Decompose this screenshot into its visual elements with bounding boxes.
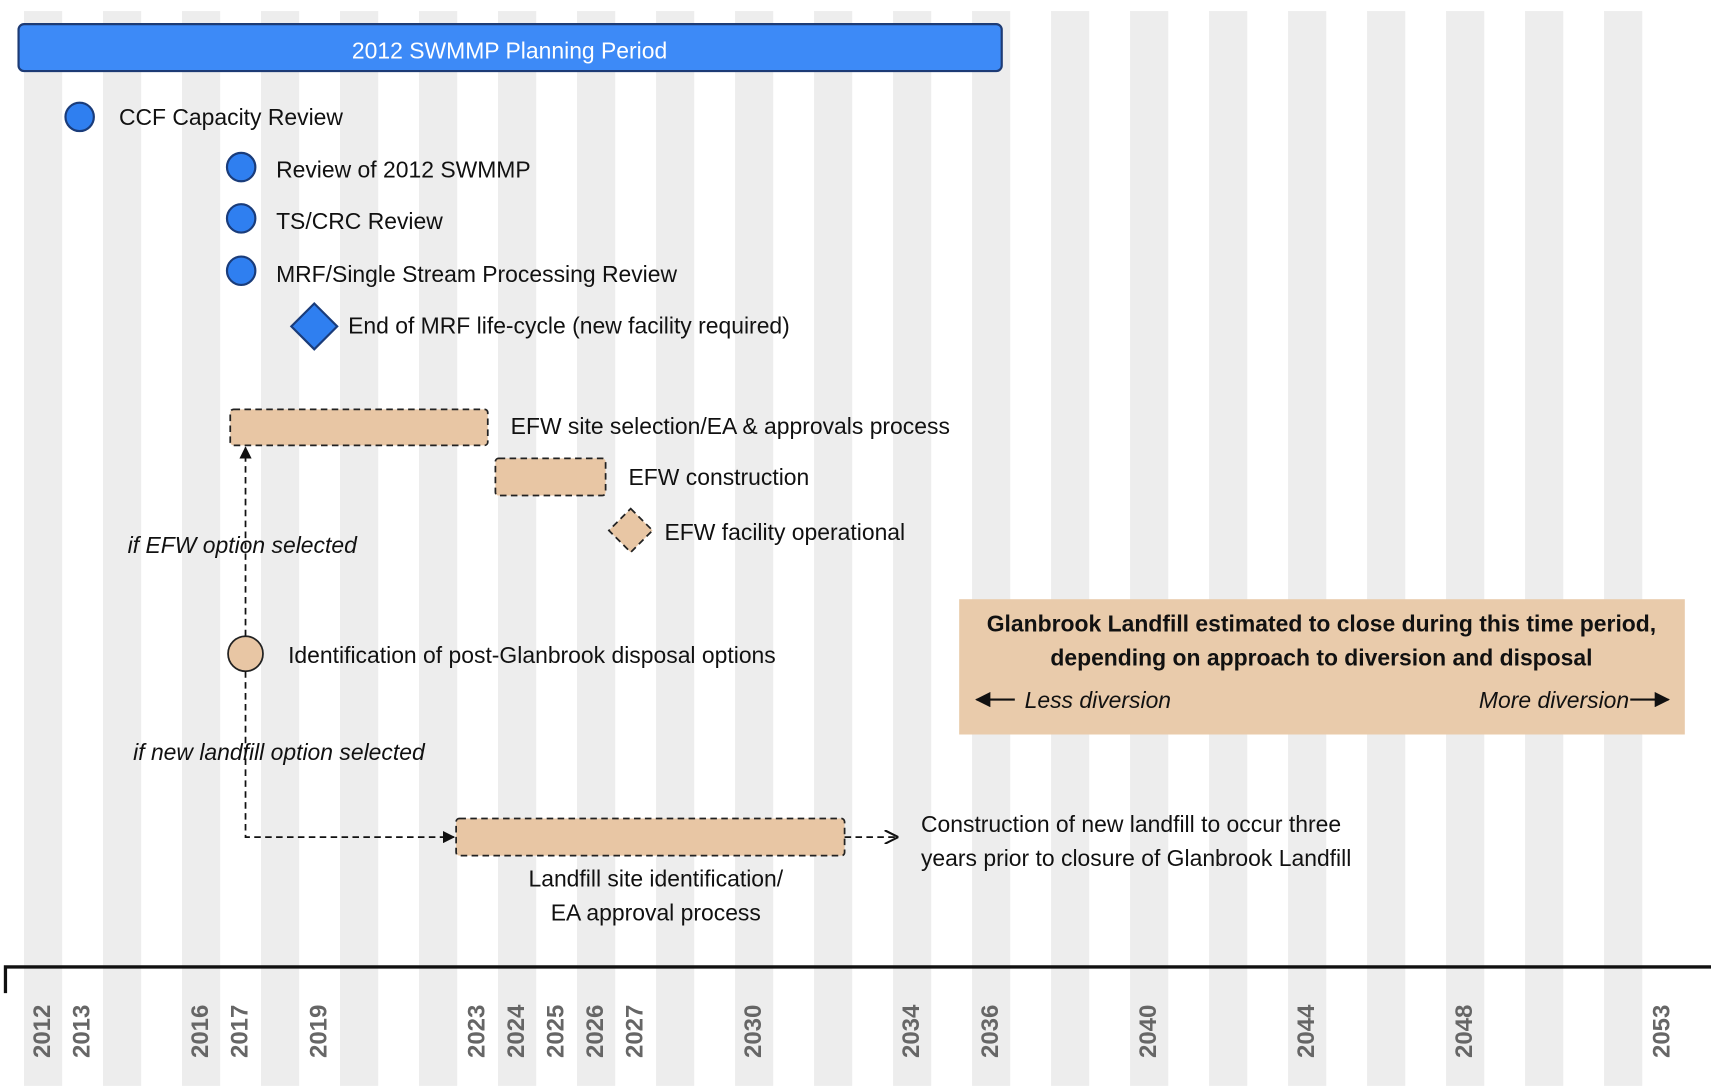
more-label: More diversion <box>1479 687 1629 713</box>
landfill-bar <box>455 817 846 857</box>
note-line: Construction of new landfill to occur th… <box>921 811 1341 837</box>
year-label: 2027 <box>622 1005 649 1058</box>
year-label: 2044 <box>1293 1004 1320 1058</box>
year-stripe <box>24 11 63 1086</box>
time-axis <box>3 965 1711 994</box>
year-stripe <box>498 11 537 1086</box>
options-dot <box>227 635 264 673</box>
milestone-dot <box>64 101 95 133</box>
condition-label: if EFW option selected <box>128 532 358 558</box>
year-stripe <box>1446 11 1485 1086</box>
year-label: 2034 <box>898 1004 925 1058</box>
milestone-label: Identification of post-Glanbrook disposa… <box>288 642 776 668</box>
year-label: 2030 <box>740 1005 767 1058</box>
note-line: years prior to closure of Glanbrook Land… <box>921 845 1351 871</box>
efw-diamond <box>607 507 654 554</box>
year-label: 2019 <box>306 1005 333 1058</box>
year-stripe <box>103 11 142 1086</box>
year-labels: 2012 2013 2016 2017 2019 2023 2024 2025 2026 2027… <box>29 1004 1676 1058</box>
year-stripe <box>972 11 1011 1086</box>
closure-box <box>959 599 1685 735</box>
year-label: 2023 <box>464 1005 491 1058</box>
milestone-label: MRF/Single Stream Processing Review <box>276 261 677 287</box>
year-stripe <box>1367 11 1406 1086</box>
year-stripe <box>656 11 695 1086</box>
milestone-label: CCF Capacity Review <box>119 104 343 130</box>
closure-line: Glanbrook Landfill estimated to close du… <box>987 610 1656 636</box>
closure-line: depending on approach to diversion and d… <box>1050 644 1592 670</box>
year-stripe <box>182 11 221 1086</box>
year-label: 2053 <box>1649 1005 1676 1058</box>
milestone-label: Review of 2012 SWMMP <box>276 156 531 182</box>
year-label: 2012 <box>29 1005 56 1058</box>
milestone-label: EFW construction <box>629 464 810 490</box>
efw-approval-bar <box>229 408 489 447</box>
year-stripe <box>1604 11 1643 1086</box>
year-stripes <box>24 11 1643 1086</box>
year-stripe <box>893 11 932 1086</box>
year-label: 2013 <box>68 1005 95 1058</box>
planning-label: 2012 SWMMP Planning Period <box>352 38 667 64</box>
milestone-diamond <box>289 301 339 351</box>
year-stripe <box>1288 11 1327 1086</box>
milestone-dot <box>225 203 257 234</box>
milestone-label: End of MRF life-cycle (new facility requ… <box>348 313 790 339</box>
year-stripe <box>261 11 300 1086</box>
year-stripe <box>1130 11 1169 1086</box>
year-stripe <box>735 11 774 1086</box>
year-stripe <box>340 11 379 1086</box>
efw-construction-bar <box>494 457 607 497</box>
condition-label: if new landfill option selected <box>133 739 426 765</box>
milestone-label: EFW site selection/EA & approvals proces… <box>511 413 950 439</box>
year-stripe <box>1051 11 1090 1086</box>
milestone-label: TS/CRC Review <box>276 208 443 234</box>
year-label: 2016 <box>187 1005 214 1058</box>
year-stripe <box>1525 11 1564 1086</box>
planning-bar <box>17 23 1003 73</box>
year-stripe <box>419 11 458 1086</box>
less-label: Less diversion <box>1025 687 1171 713</box>
year-stripe <box>577 11 616 1086</box>
year-label: 2040 <box>1135 1005 1162 1058</box>
milestone-label: Landfill site identification/EA approval… <box>528 866 783 926</box>
year-label: 2017 <box>226 1005 253 1058</box>
year-stripe <box>1209 11 1248 1086</box>
year-stripe <box>814 11 853 1086</box>
year-label: 2026 <box>582 1005 609 1058</box>
year-label: 2024 <box>503 1004 530 1058</box>
year-label: 2036 <box>977 1005 1004 1058</box>
milestone-dot <box>225 255 257 287</box>
year-label: 2048 <box>1451 1005 1478 1058</box>
year-label: 2025 <box>543 1005 570 1058</box>
milestone-label: EFW facility operational <box>665 519 906 545</box>
milestone-dot <box>225 151 257 183</box>
landfill-arrow <box>244 671 456 844</box>
